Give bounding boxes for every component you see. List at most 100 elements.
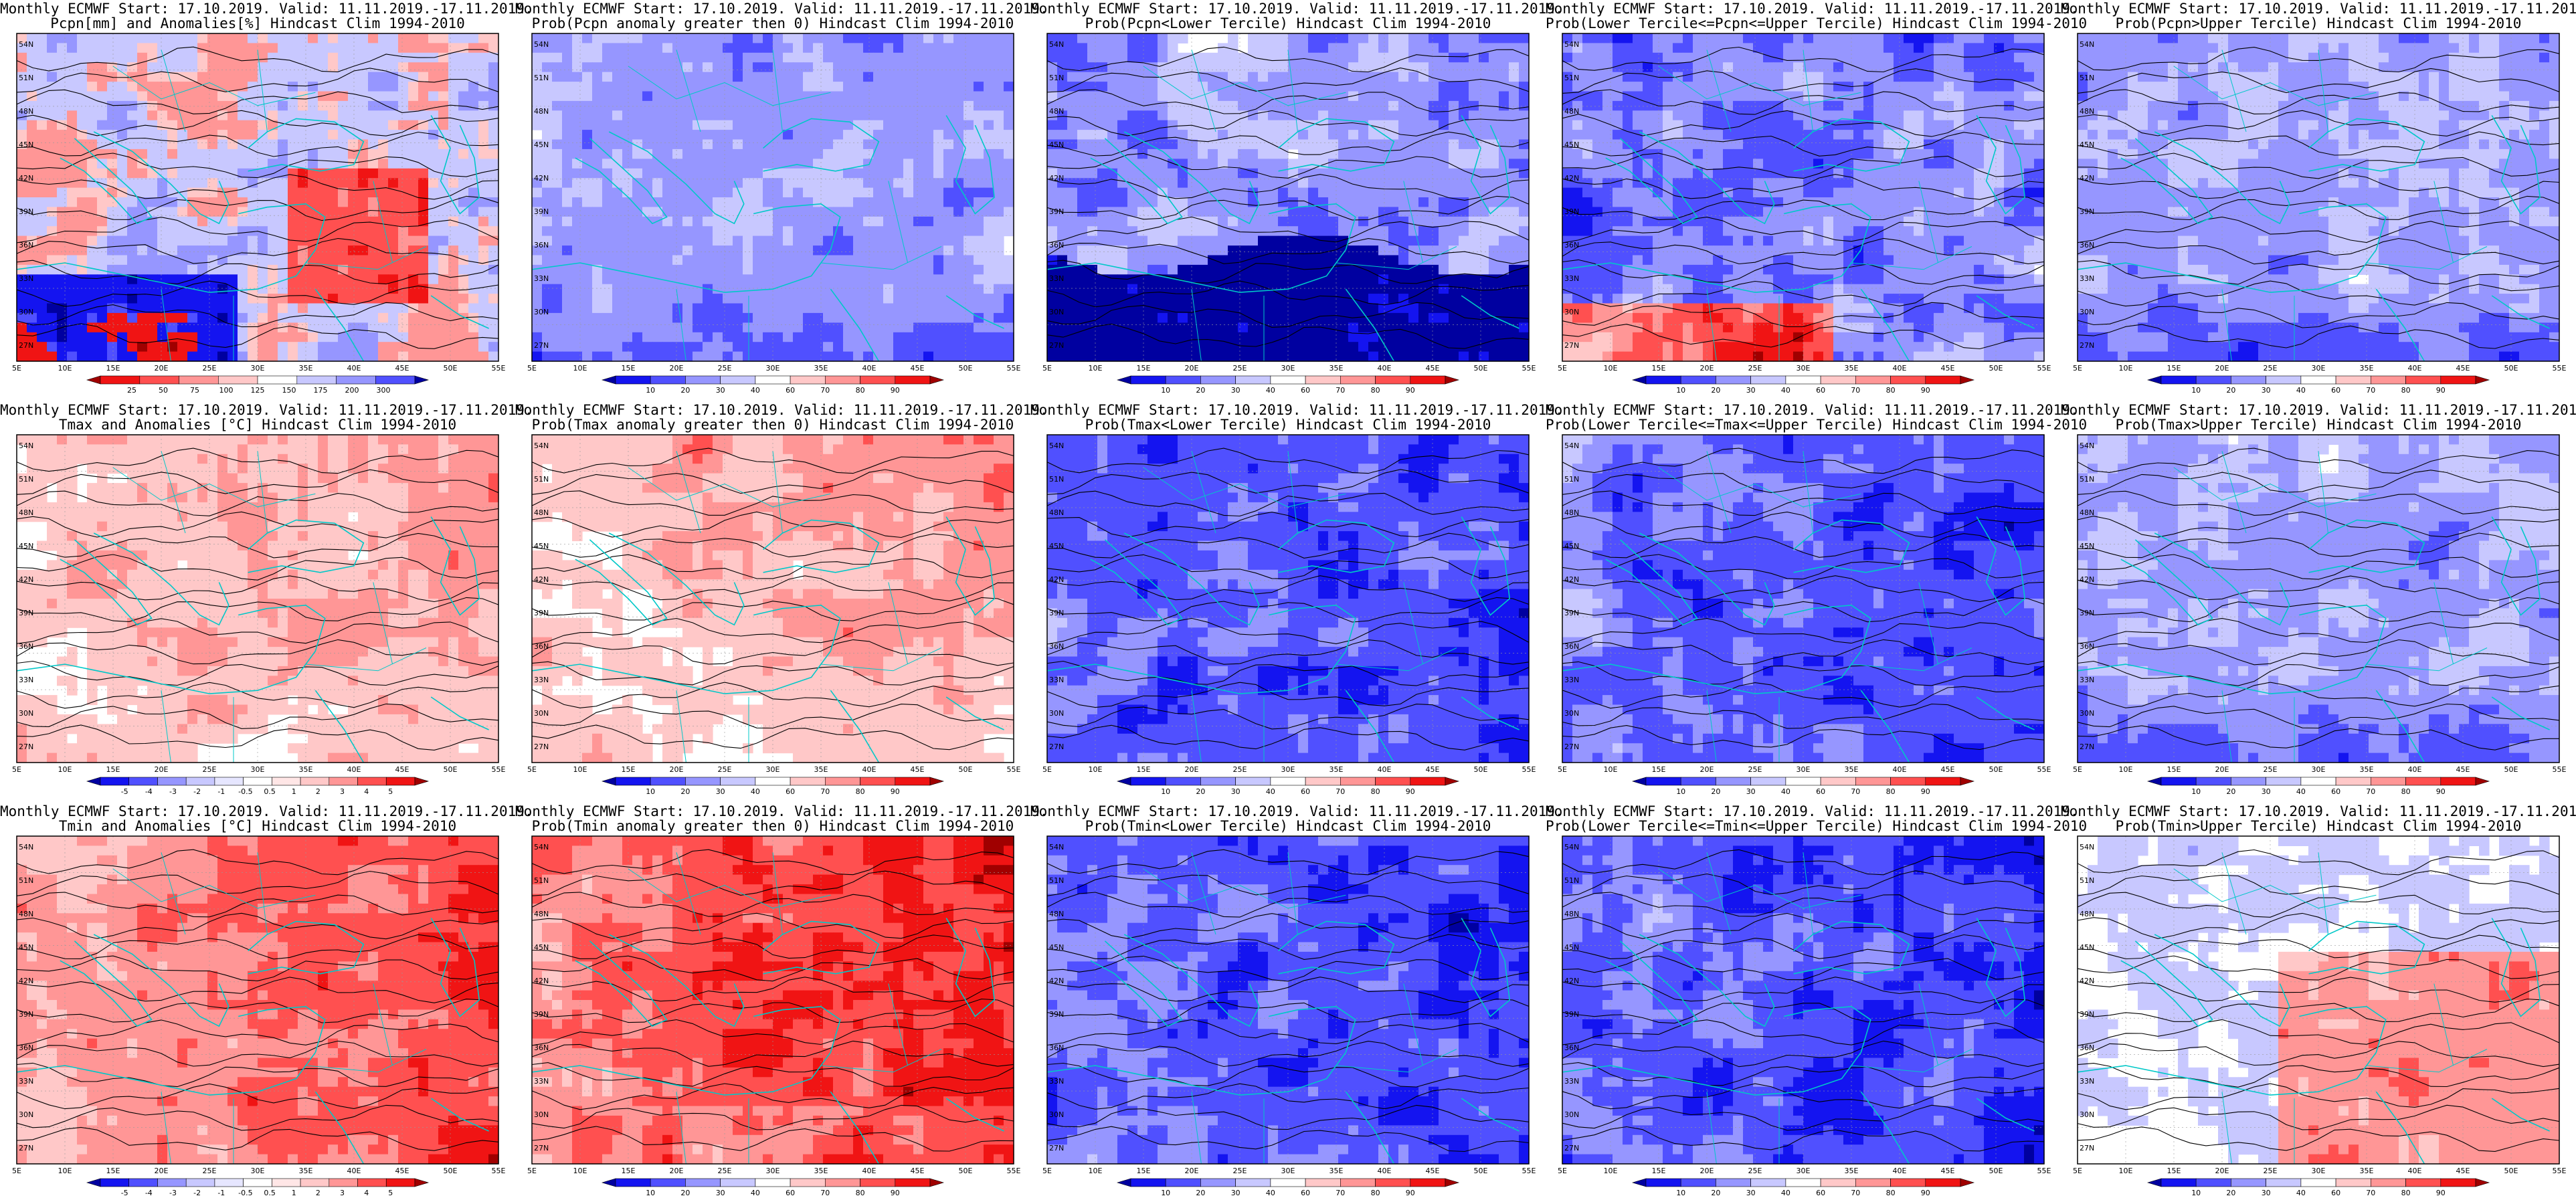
colorbar-label: 20 [2226, 386, 2235, 395]
panel-subtitle: Pcpn[mm] and Anomalies[%] Hindcast Clim … [0, 16, 515, 31]
panel-subtitle: Prob(Pcpn>Upper Tercile) Hindcast Clim 1… [2061, 16, 2576, 31]
lat-label: 51N [2080, 475, 2094, 484]
colorbar-label: 70 [1336, 787, 1345, 796]
lon-label: 10E [1089, 1167, 1103, 1175]
lat-label: 48N [1564, 910, 1579, 918]
country-borders [112, 852, 427, 1165]
colorbar: 25 50 75 100 125 150 175 200 300 [86, 375, 430, 395]
colorbar-label: 80 [1371, 386, 1380, 395]
contour-lines [1562, 447, 2045, 750]
lon-label: 25E [2264, 1167, 2278, 1175]
colorbar-label: 10 [646, 787, 655, 796]
lon-label: 30E [1797, 765, 1811, 774]
colorbar-label: 80 [1371, 787, 1380, 796]
lat-label: 54N [1049, 40, 1064, 49]
lat-label: 33N [1049, 274, 1064, 283]
colorbar: -5 -4 -3 -2 -1 -0.5 0.5 1 2 3 4 5 [86, 1178, 430, 1197]
country-borders [628, 852, 942, 1165]
colorbar-label: -1 [217, 1189, 225, 1197]
lon-label: 20E [1700, 1167, 1714, 1175]
map-canvas: 54N 51N 48N 45N 42N 39N 36N 33N 30N 27N 5E 10E 15E 20… [2073, 434, 2567, 796]
lat-label: 51N [534, 74, 549, 82]
map-panel: 54N 51N 48N 45N 42N 39N 36N 33N 30N 27N 5E 10E 15E 20… [0, 803, 533, 1204]
graticule [2078, 836, 2559, 1164]
latitude-labels: 54N 51N 48N 45N 42N 39N 36N 33N 30N 27N [1049, 441, 1064, 751]
lat-label: 51N [1564, 74, 1579, 82]
lon-label: 20E [155, 1167, 169, 1175]
colorbar-label: -5 [121, 1189, 128, 1197]
coastlines [16, 918, 489, 1165]
lon-label: 10E [2119, 364, 2133, 373]
latitude-labels: 54N 51N 48N 45N 42N 39N 36N 33N 30N 27N [1564, 843, 1579, 1152]
lat-label: 30N [1049, 308, 1064, 316]
longitude-labels: 5E 10E 15E 20E 25E 30E 35E 40E 45E 50E 55E [12, 765, 505, 774]
lat-label: 48N [1049, 508, 1064, 517]
lat-label: 33N [1564, 274, 1579, 283]
lon-label: 40E [862, 364, 877, 373]
colorbar-label: 100 [219, 386, 234, 395]
colorbar-label: 25 [127, 386, 136, 395]
map-frame [16, 434, 499, 763]
map-frame [2077, 33, 2560, 362]
lat-label: 27N [2080, 742, 2094, 751]
latitude-labels: 54N 51N 48N 45N 42N 39N 36N 33N 30N 27N [1564, 40, 1579, 350]
country-borders [112, 451, 427, 763]
lon-label: 35E [2360, 765, 2374, 774]
lon-label: 35E [1329, 364, 1344, 373]
graticule [1562, 836, 2044, 1164]
lat-label: 48N [19, 107, 33, 116]
lat-label: 30N [1564, 709, 1579, 718]
map-frame [531, 33, 1014, 362]
lat-label: 45N [1049, 943, 1064, 952]
map-panel: 54N 51N 48N 45N 42N 39N 36N 33N 30N 27N 5E 10E 15E 20… [1546, 0, 2087, 401]
map-frame [531, 835, 1014, 1165]
shaded-field [1562, 435, 2045, 763]
panel-title: Monthly ECMWF Start: 17.10.2019. Valid: … [2061, 1, 2576, 31]
colorbar-label: 40 [1266, 787, 1275, 796]
lat-label: 39N [19, 609, 33, 617]
colorbar-label: 90 [2436, 1189, 2446, 1197]
graticule [532, 836, 1014, 1164]
lon-label: 35E [2360, 364, 2374, 373]
lat-label: 33N [1564, 1077, 1579, 1086]
lon-label: 5E [2073, 1167, 2082, 1175]
lon-label: 30E [251, 1167, 265, 1175]
panel-subtitle: Prob(Tmin<Lower Tercile) Hindcast Clim 1… [1030, 819, 1546, 833]
colorbar-label: 20 [1711, 787, 1720, 796]
lon-label: 50E [1989, 364, 2003, 373]
coastlines [531, 115, 1004, 362]
colorbar-label: 20 [680, 386, 690, 395]
lon-label: 5E [527, 364, 537, 373]
lon-label: 35E [299, 364, 313, 373]
colorbar-label: 30 [1231, 386, 1240, 395]
colorbar-label: 2 [316, 787, 320, 796]
lon-label: 55E [492, 1167, 506, 1175]
colorbar-label: 60 [786, 1189, 795, 1197]
graticule [532, 435, 1014, 763]
lon-label: 20E [2215, 364, 2229, 373]
lat-label: 27N [2080, 341, 2094, 350]
lon-label: 15E [1652, 765, 1666, 774]
lon-label: 15E [106, 1167, 120, 1175]
shaded-field [2078, 435, 2560, 763]
colorbar-label: -0.5 [238, 787, 252, 796]
coastlines [2077, 115, 2550, 362]
coastlines [1562, 115, 2035, 362]
lon-label: 40E [2408, 1167, 2422, 1175]
panel-header-line: Monthly ECMWF Start: 17.10.2019. Valid: … [2061, 804, 2576, 819]
panel-subtitle: Tmax and Anomalies [°C] Hindcast Clim 19… [0, 417, 515, 432]
lon-label: 10E [1604, 1167, 1618, 1175]
lat-label: 51N [1564, 876, 1579, 885]
lat-label: 33N [534, 274, 549, 283]
lon-label: 5E [527, 765, 537, 774]
colorbar-label: 2 [316, 1189, 320, 1197]
colorbar-label: 30 [1231, 787, 1240, 796]
lon-label: 50E [959, 765, 973, 774]
lat-label: 54N [1049, 843, 1064, 851]
map-panel: 54N 51N 48N 45N 42N 39N 36N 33N 30N 27N 5E 10E 15E 20… [1030, 803, 1564, 1204]
panel-title: Monthly ECMWF Start: 17.10.2019. Valid: … [1030, 403, 1564, 432]
country-borders [2173, 852, 2488, 1165]
latitude-labels: 54N 51N 48N 45N 42N 39N 36N 33N 30N 27N [534, 441, 549, 751]
colorbar-label: 10 [2191, 1189, 2201, 1197]
map-panel: 54N 51N 48N 45N 42N 39N 36N 33N 30N 27N 5E 10E 15E 20… [2061, 803, 2576, 1204]
